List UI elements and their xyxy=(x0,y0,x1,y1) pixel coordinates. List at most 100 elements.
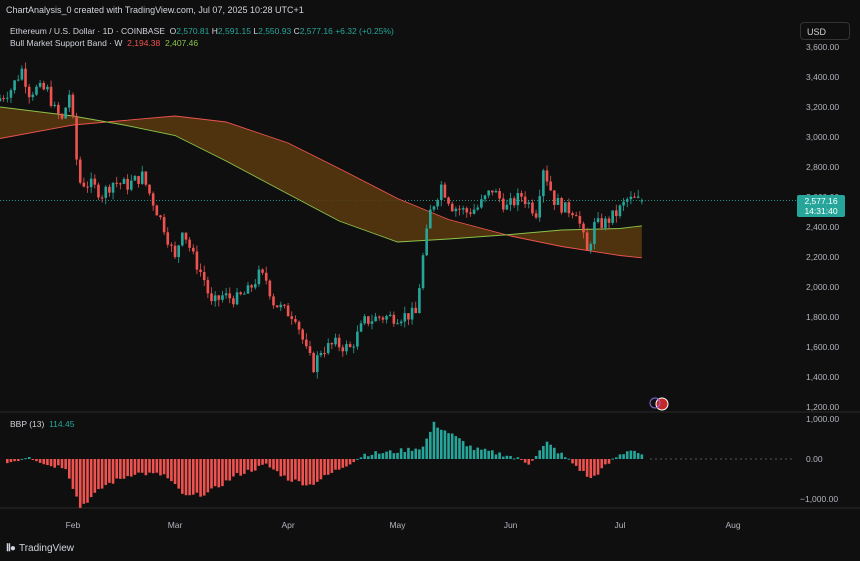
bbp-value: 114.45 xyxy=(49,419,75,429)
candle-body xyxy=(487,190,490,196)
candle-body xyxy=(429,209,432,229)
bbp-bar xyxy=(523,459,527,463)
bbp-bar xyxy=(46,459,49,466)
bbp-bar xyxy=(93,459,97,493)
candle-body xyxy=(571,213,574,216)
candle-body xyxy=(155,205,159,216)
bbp-bar xyxy=(184,459,188,496)
bbp-bar xyxy=(140,459,144,473)
bbp-bar xyxy=(60,459,64,469)
price-tick-label: 1,600.00 xyxy=(806,342,839,352)
bbp-bar xyxy=(210,459,213,489)
candle-body xyxy=(283,304,286,306)
candle-body xyxy=(439,184,443,200)
bbp-bar xyxy=(268,459,272,468)
bbp-bar xyxy=(27,457,31,459)
bbp-bar xyxy=(181,459,184,494)
bbp-legend[interactable]: BBP (13) 114.45 xyxy=(10,419,74,429)
bbp-bar xyxy=(261,459,264,465)
candle-body xyxy=(257,269,261,285)
band-name: Bull Market Support Band · W xyxy=(10,38,123,48)
candle-body xyxy=(9,90,13,98)
bbp-bar xyxy=(224,459,228,481)
price-tick-label: 3,000.00 xyxy=(806,132,839,142)
bbp-bar xyxy=(388,450,392,459)
bbp-bar xyxy=(622,454,625,459)
bbp-bar xyxy=(472,450,476,459)
candle-body xyxy=(206,280,210,294)
bbp-bar xyxy=(418,449,421,459)
candle-body xyxy=(447,197,450,204)
candle-body xyxy=(221,295,224,300)
bbp-tick-label: 1,000.00 xyxy=(806,414,839,424)
bbp-bar xyxy=(352,459,356,463)
band-fill xyxy=(0,107,642,258)
bbp-bar xyxy=(148,459,151,473)
candle-body xyxy=(115,182,118,184)
candle-body xyxy=(191,247,195,252)
tradingview-logo[interactable]: Ⅱ● TradingView xyxy=(6,543,74,554)
bbp-bar xyxy=(283,459,286,476)
candle-body xyxy=(159,215,162,218)
candle-body xyxy=(443,184,447,198)
high-value: 2,591.15 xyxy=(217,26,251,36)
candle-body xyxy=(476,207,480,210)
bbp-bar xyxy=(615,457,618,459)
candle-body xyxy=(195,251,199,270)
bbp-bar xyxy=(232,459,235,477)
open-label: O xyxy=(169,26,177,36)
candle-body xyxy=(151,193,155,206)
bbp-bar xyxy=(199,459,202,497)
bbp-bar xyxy=(82,459,86,504)
candle-body xyxy=(560,198,563,213)
close-label: C xyxy=(293,26,300,36)
bbp-bar xyxy=(450,433,454,459)
bbp-bar xyxy=(578,459,582,471)
candle-body xyxy=(414,307,418,314)
candle-body xyxy=(78,159,82,183)
bbp-bar xyxy=(538,450,542,459)
bbp-bar xyxy=(571,459,574,464)
candle-body xyxy=(549,181,552,191)
candle-body xyxy=(294,319,297,322)
bbp-bar xyxy=(20,458,24,460)
bbp-bar xyxy=(75,459,78,497)
symbol-legend[interactable]: Ethereum / U.S. Dollar · 1D · COINBASE O… xyxy=(10,26,394,36)
candle-body xyxy=(633,196,636,198)
bbp-bar xyxy=(545,441,549,459)
bbp-bar xyxy=(97,459,100,490)
bbp-bar xyxy=(527,459,531,465)
candle-body xyxy=(122,178,126,184)
bbp-bar xyxy=(108,459,111,483)
candle-body xyxy=(556,198,560,205)
bbp-bar xyxy=(9,459,13,463)
currency-button[interactable]: USD xyxy=(800,22,850,40)
candle-body xyxy=(625,199,629,202)
time-tick-label: Aug xyxy=(725,520,740,530)
event-marker-dot xyxy=(655,397,669,411)
bbp-bar xyxy=(567,458,571,460)
candle-body xyxy=(86,186,89,188)
candle-body xyxy=(593,222,596,244)
candle-body xyxy=(600,218,604,228)
bbp-bar xyxy=(129,459,133,477)
bbp-bar xyxy=(228,459,232,481)
candle-body xyxy=(35,86,38,95)
bbp-bar xyxy=(188,459,191,496)
candle-body xyxy=(454,208,458,212)
grid xyxy=(0,200,860,509)
band-legend[interactable]: Bull Market Support Band · W 2,194.38 2,… xyxy=(10,38,198,48)
bbp-bar xyxy=(633,450,636,459)
candle-body xyxy=(166,232,170,245)
time-tick-label: May xyxy=(389,520,406,530)
bbp-bar xyxy=(305,459,308,486)
candle-body xyxy=(268,280,272,297)
bbp-bar xyxy=(86,459,89,503)
bbp-bar xyxy=(264,459,268,464)
candle-body xyxy=(396,323,399,325)
low-value: 2,550.93 xyxy=(258,26,292,36)
candle-body xyxy=(261,269,264,273)
bbp-bar xyxy=(414,448,418,459)
time-tick-label: Apr xyxy=(281,520,294,530)
